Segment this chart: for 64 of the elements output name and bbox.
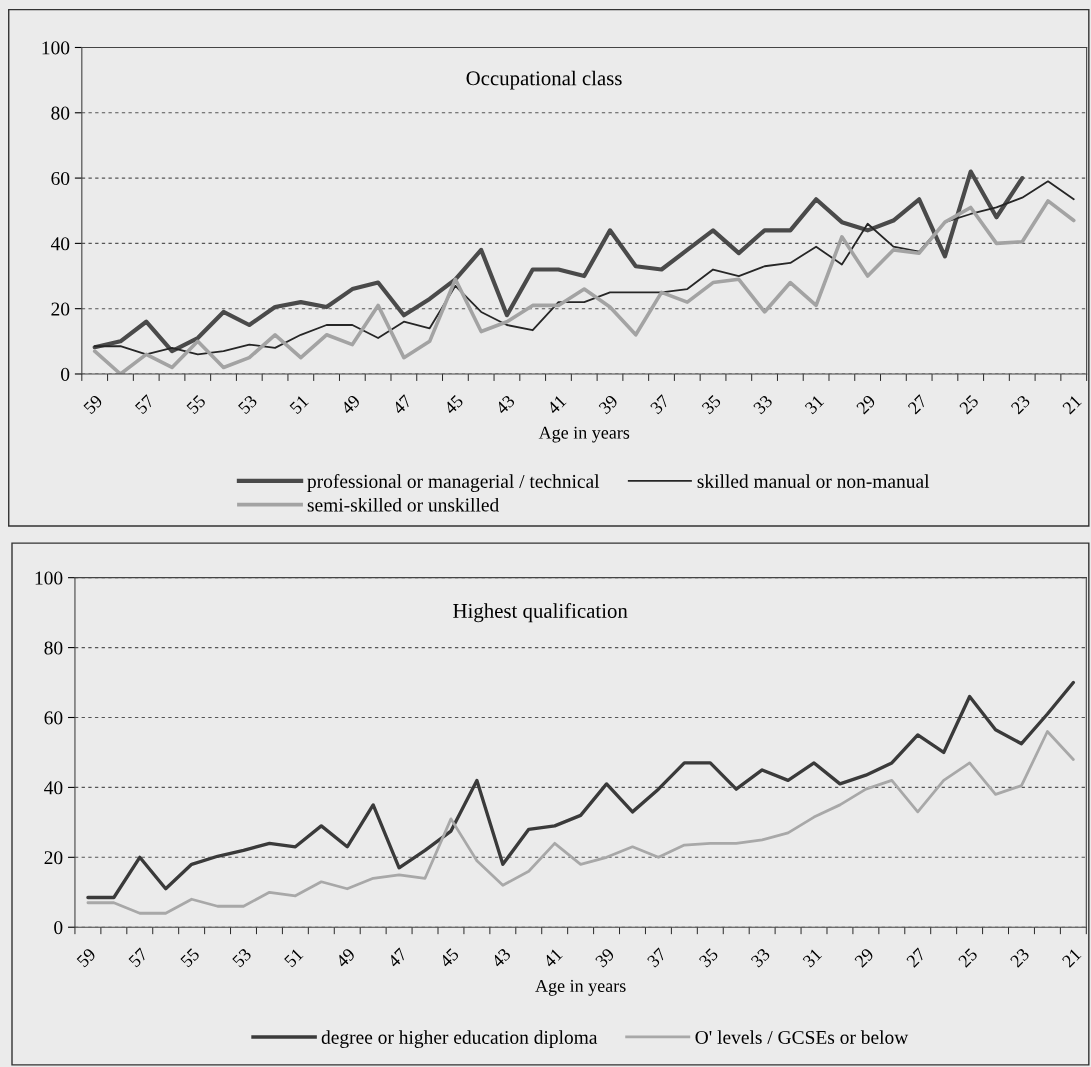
y-tick-label: 0 xyxy=(54,921,63,935)
x-tick-label: 29 xyxy=(854,947,875,968)
y-tick-label: 60 xyxy=(44,711,63,725)
y-tick-label: 20 xyxy=(44,851,63,865)
y-tick-label: 80 xyxy=(44,641,63,655)
x-tick-label: 43 xyxy=(490,947,512,969)
x-tick-label: 59 xyxy=(83,394,104,415)
x-tick-label: 27 xyxy=(905,947,927,968)
x-tick-label: 57 xyxy=(128,947,149,968)
x-tick-label: 25 xyxy=(958,394,980,415)
x-tick-label: 53 xyxy=(231,947,252,968)
x-tick-label: 25 xyxy=(957,947,979,968)
text: Occupational class xyxy=(466,70,622,90)
x-tick-label: 49 xyxy=(340,394,361,415)
x-tick-label: 33 xyxy=(752,394,774,415)
y-tick-label: 40 xyxy=(44,781,63,795)
x-tick-label: 45 xyxy=(443,394,464,415)
legend-label: semi-skilled or unskilled xyxy=(307,497,499,512)
x-tick-label: 29 xyxy=(855,394,877,415)
x-tick-label: 47 xyxy=(387,947,408,969)
line-series xyxy=(86,680,1076,900)
y-tick-label: 100 xyxy=(42,41,70,55)
x-tick-label: 51 xyxy=(289,394,310,415)
x-tick-label: 55 xyxy=(186,394,207,415)
x-tick-label: 33 xyxy=(750,947,771,968)
x-tick-label: 23 xyxy=(1009,947,1030,968)
x-tick-label: 31 xyxy=(804,394,825,415)
x-tick-label: 49 xyxy=(335,947,356,969)
y-tick-label: 40 xyxy=(50,237,70,251)
x-tick-label: 37 xyxy=(646,947,668,968)
x-tick-label: 51 xyxy=(283,947,304,968)
x-tick-label: 35 xyxy=(701,394,722,415)
x-tick-label: 23 xyxy=(1010,394,1031,415)
x-tick-label: 59 xyxy=(76,947,97,968)
x-tick-label: 53 xyxy=(237,394,258,415)
legend-label: professional or managerial / technical xyxy=(307,474,600,492)
x-tick-label: 27 xyxy=(907,394,928,415)
line-series xyxy=(92,199,1076,374)
legend-label: degree or higher education diploma xyxy=(321,1030,598,1048)
x-tick-label: 39 xyxy=(598,394,619,415)
line-series xyxy=(86,730,1075,915)
legend-label: O' levels / GCSEs or below xyxy=(695,1030,909,1044)
x-tick-label: 45 xyxy=(438,947,460,969)
y-tick-label: 80 xyxy=(51,106,70,120)
x-tick-label: 37 xyxy=(649,394,671,415)
x-tick-label: 43 xyxy=(494,394,516,415)
x-axis-title: Age in years xyxy=(535,979,626,996)
text: Highest qualification xyxy=(453,603,628,623)
x-axis-title: Age in years xyxy=(538,426,630,443)
y-tick-label: 100 xyxy=(35,571,63,585)
y-tick-label: 0 xyxy=(61,367,70,381)
x-tick-label: 21 xyxy=(1061,394,1082,415)
x-tick-label: 35 xyxy=(698,947,719,968)
y-tick-label: 20 xyxy=(51,302,70,316)
x-tick-label: 47 xyxy=(391,394,413,415)
x-tick-label: 31 xyxy=(802,947,823,968)
y-tick-label: 60 xyxy=(51,171,70,186)
x-tick-label: 57 xyxy=(134,394,155,415)
x-tick-label: 41 xyxy=(542,947,563,969)
x-tick-label: 41 xyxy=(546,394,567,415)
x-tick-label: 21 xyxy=(1061,947,1082,968)
x-tick-label: 55 xyxy=(180,947,201,968)
legend-label: skilled manual or non-manual xyxy=(697,474,930,488)
x-tick-label: 39 xyxy=(594,947,616,968)
